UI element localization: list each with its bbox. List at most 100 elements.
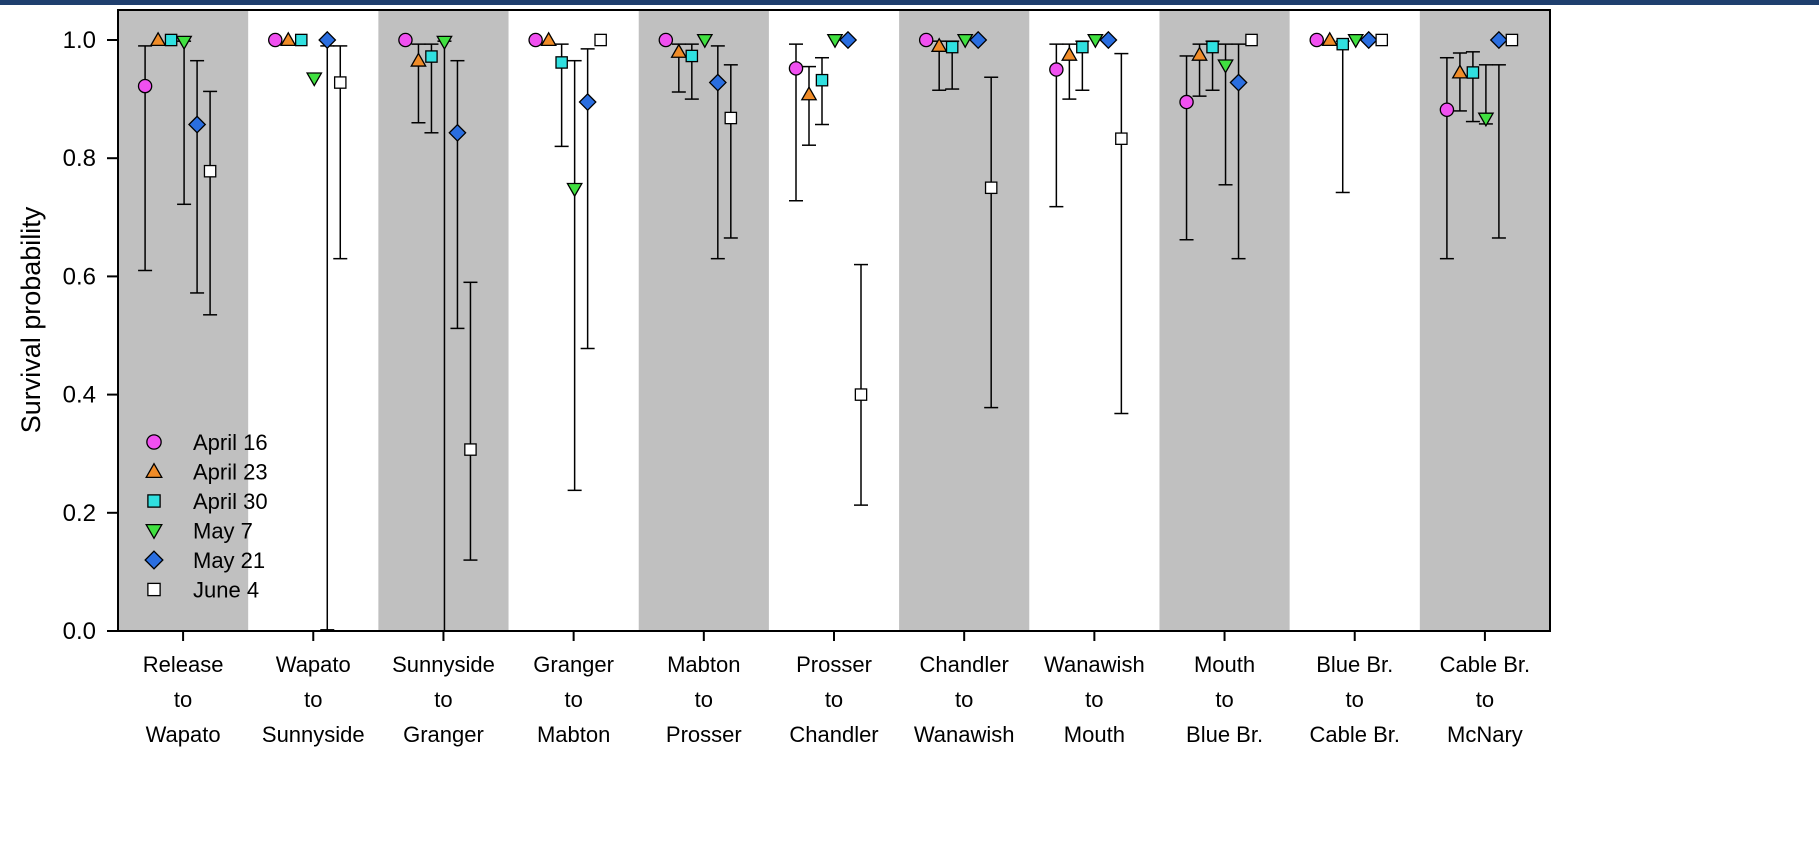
- data-point: [555, 56, 568, 69]
- x-category-label: to: [564, 687, 582, 712]
- band-5: [638, 10, 769, 631]
- data-point: [528, 32, 543, 48]
- data-point: [724, 111, 738, 125]
- x-category-label: Wapato: [146, 722, 221, 747]
- data-point: [1359, 30, 1378, 50]
- header-bar: [0, 0, 1819, 5]
- data-point: [594, 33, 607, 47]
- data-point: [1466, 66, 1480, 79]
- data-point: [1321, 31, 1339, 47]
- x-category-label: Granger: [403, 722, 484, 747]
- x-category-label: to: [1346, 687, 1364, 712]
- data-point: [685, 49, 699, 63]
- data-point: [1477, 112, 1495, 128]
- data-point: [1191, 46, 1208, 61]
- x-category-label: Chandler: [920, 652, 1009, 677]
- data-point: [203, 164, 217, 178]
- data-point: [175, 35, 193, 51]
- legend-marker: [144, 550, 164, 570]
- data-point: [984, 181, 998, 195]
- data-point: [696, 33, 714, 49]
- data-point: [1245, 33, 1258, 47]
- x-category-label: Chandler: [789, 722, 878, 747]
- y-tick-label: 0.0: [63, 618, 96, 645]
- background-bands: [118, 10, 1550, 631]
- y-tick-label: 0.2: [63, 500, 96, 527]
- data-point: [137, 78, 153, 94]
- x-category-label: Wanawish: [1044, 652, 1145, 677]
- x-category-label: McNary: [1447, 722, 1523, 747]
- data-point: [268, 32, 283, 48]
- band-7: [899, 10, 1030, 631]
- data-point: [425, 50, 438, 63]
- y-tick-label: 1.0: [63, 27, 96, 54]
- data-point: [188, 115, 207, 134]
- legend-label: May 7: [193, 519, 253, 544]
- data-point: [578, 92, 597, 112]
- data-point: [1087, 33, 1104, 49]
- data-markers: [137, 30, 1519, 456]
- legend-marker: [145, 524, 163, 540]
- data-point: [956, 33, 974, 49]
- data-point: [1061, 46, 1078, 61]
- data-point: [1099, 30, 1118, 50]
- data-point: [1179, 94, 1194, 110]
- data-point: [1309, 32, 1324, 48]
- legend: April 16 April 23 April 30 May 7 May 21 June …: [144, 430, 268, 603]
- data-point: [1229, 73, 1248, 92]
- data-point: [410, 52, 427, 67]
- x-category-label: to: [955, 687, 973, 712]
- x-category-label: Mouth: [1064, 722, 1125, 747]
- y-tick-label: 0.8: [63, 145, 96, 172]
- x-category-label: Cable Br.: [1309, 722, 1400, 747]
- data-point: [448, 123, 467, 142]
- legend-label: April 16: [193, 430, 268, 455]
- data-point: [1076, 40, 1089, 54]
- legend-label: May 21: [193, 548, 265, 573]
- x-category-label: Cable Br.: [1440, 652, 1531, 677]
- legend-label: June 4: [193, 578, 259, 603]
- x-category-label: to: [1476, 687, 1494, 712]
- data-point: [1206, 40, 1219, 54]
- legend-label: April 30: [193, 489, 268, 514]
- data-point: [1439, 102, 1455, 117]
- data-point: [930, 37, 948, 52]
- x-category-label: Sunnyside: [392, 652, 495, 677]
- band-3: [378, 10, 509, 631]
- data-point: [1451, 63, 1469, 79]
- x-category-label: to: [825, 687, 843, 712]
- legend-label: April 23: [193, 460, 268, 485]
- data-point: [945, 40, 959, 54]
- data-point: [1489, 30, 1508, 50]
- data-point: [1049, 62, 1064, 77]
- data-point: [838, 30, 858, 50]
- x-category-label: Granger: [533, 652, 614, 677]
- x-category-label: to: [1085, 687, 1103, 712]
- data-point: [854, 388, 868, 401]
- band-1: [118, 10, 249, 631]
- data-point: [566, 182, 583, 198]
- data-point: [800, 85, 818, 101]
- y-axis-label: Survival probability: [16, 206, 46, 433]
- x-category-label: Wapato: [276, 652, 351, 677]
- data-point: [1217, 59, 1234, 74]
- x-category-label: Mabton: [537, 722, 610, 747]
- x-axis: Release to Wapato Wapato to Sunnyside Sunnysid…: [143, 631, 1530, 747]
- x-category-label: Mouth: [1194, 652, 1255, 677]
- data-point: [1505, 33, 1519, 47]
- data-point: [670, 43, 688, 58]
- legend-marker: [146, 434, 162, 450]
- data-point: [333, 76, 347, 89]
- legend-marker: [147, 582, 161, 597]
- error-bars: [138, 40, 1506, 632]
- y-tick-label: 0.4: [63, 382, 96, 409]
- data-point: [318, 30, 337, 50]
- legend-marker: [145, 462, 163, 479]
- data-point: [436, 35, 453, 51]
- legend-marker: [147, 494, 161, 508]
- data-point: [1115, 132, 1128, 145]
- data-point: [1375, 33, 1389, 47]
- x-category-label: to: [174, 687, 192, 712]
- data-point: [279, 31, 297, 47]
